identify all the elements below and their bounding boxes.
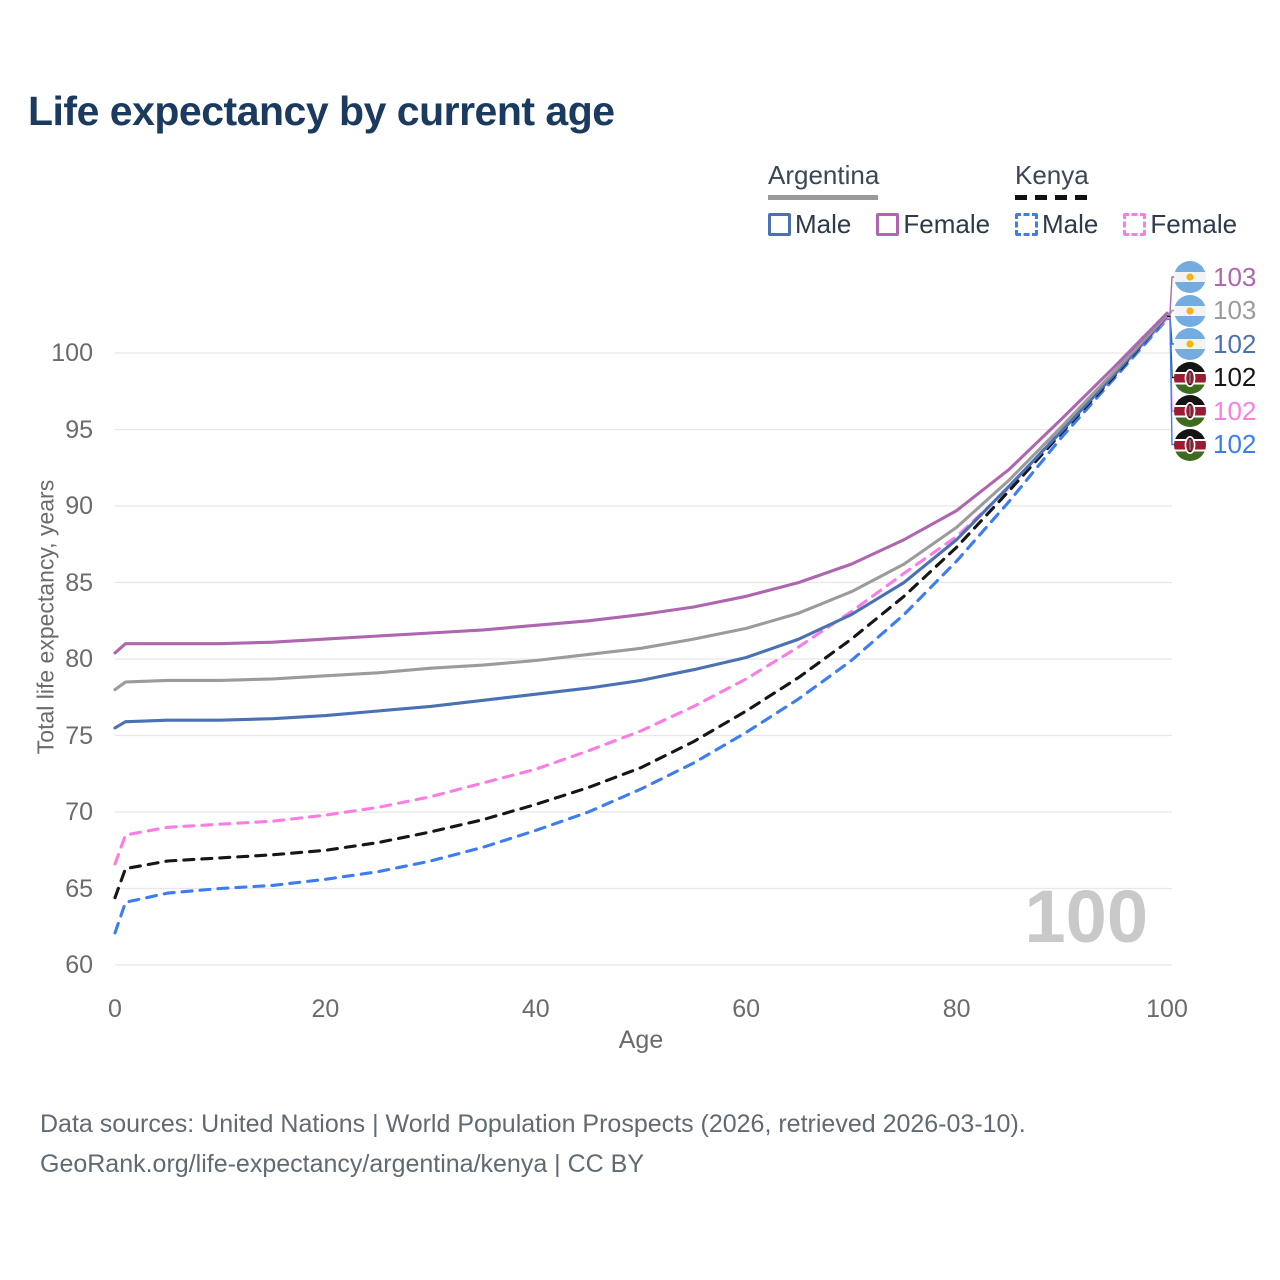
end-label-value: 103	[1213, 295, 1257, 325]
x-tick-label-40: 40	[521, 995, 550, 1023]
legend-label-kenya-female[interactable]: Female	[1150, 209, 1238, 239]
series-line-argentina-total	[113, 313, 1169, 692]
legend-swatch-kenya-male[interactable]	[1015, 213, 1038, 236]
y-tick-label-65: 65	[65, 874, 93, 903]
legend-label-kenya-male[interactable]: Male	[1042, 209, 1099, 239]
y-tick-label-70: 70	[65, 798, 93, 826]
legend-swatch-argentina-female[interactable]	[876, 213, 900, 236]
legend-title-argentina: Argentina	[768, 160, 880, 190]
series-line-argentina-female	[113, 311, 1169, 655]
legend-swatch-argentina-male[interactable]	[768, 213, 791, 236]
end-label-value: 102	[1213, 395, 1257, 426]
footer-attribution[interactable]: GeoRank.org/life-expectancy/argentina/ke…	[40, 1150, 645, 1178]
y-tick-label-100: 100	[51, 339, 93, 367]
legend-underline-dashed	[1015, 195, 1091, 200]
y-tick-label-85: 85	[65, 568, 93, 597]
end-label-value: 103	[1213, 261, 1257, 292]
legend-swatch-kenya-female[interactable]	[1123, 213, 1147, 236]
argentina-flag-icon	[1174, 328, 1206, 360]
end-label-value: 102	[1213, 328, 1257, 359]
y-axis-title: Total life expectancy, years	[32, 479, 59, 755]
x-tick-label-60: 60	[732, 995, 761, 1023]
legend-group-kenya: Kenya Male Female	[1015, 160, 1237, 240]
end-label-argentina-total: 103	[1174, 294, 1257, 327]
end-label-value: 102	[1213, 429, 1257, 459]
series-line-kenya-total	[113, 314, 1169, 900]
x-tick-label-100: 100	[1146, 995, 1188, 1023]
y-tick-label-60: 60	[65, 951, 93, 979]
end-label-argentina-female: 103	[1174, 261, 1256, 293]
end-label-kenya-male: 102	[1174, 428, 1257, 461]
y-tick-label-95: 95	[65, 415, 93, 444]
x-axis-title: Age	[618, 1026, 664, 1054]
argentina-flag-icon	[1174, 261, 1206, 293]
x-tick-label-80: 80	[942, 995, 971, 1023]
end-label-kenya-female: 102	[1174, 395, 1256, 427]
legend-label-argentina-female[interactable]: Female	[903, 209, 991, 239]
legend-group-argentina: Argentina Male Female	[768, 160, 990, 240]
series-line-kenya-male	[113, 317, 1169, 935]
end-label-kenya-total: 102	[1174, 361, 1257, 394]
y-tick-label-80: 80	[65, 645, 93, 673]
argentina-flag-icon	[1174, 294, 1206, 327]
end-label-value: 102	[1213, 362, 1257, 392]
page-title: Life expectancy by current age	[28, 88, 615, 134]
end-label-argentina-male: 102	[1174, 328, 1256, 360]
footer: Data sources: United Nations | World Pop…	[40, 1104, 1026, 1184]
kenya-flag-icon	[1174, 428, 1206, 461]
y-tick-label-90: 90	[65, 492, 93, 520]
legend-title-kenya: Kenya	[1015, 160, 1089, 190]
y-tick-label-75: 75	[65, 721, 93, 750]
x-tick-label-0: 0	[108, 995, 122, 1023]
series-line-argentina-male	[113, 314, 1169, 730]
legend-label-argentina-male[interactable]: Male	[795, 209, 852, 239]
x-tick-label-20: 20	[311, 995, 340, 1023]
legend-underline-solid	[768, 195, 878, 200]
age-counter-watermark: 100	[1024, 875, 1148, 958]
kenya-flag-icon	[1174, 361, 1206, 394]
footer-data-sources: Data sources: United Nations | World Pop…	[40, 1110, 1026, 1138]
kenya-flag-icon	[1174, 395, 1206, 427]
series-line-kenya-female	[113, 316, 1169, 866]
